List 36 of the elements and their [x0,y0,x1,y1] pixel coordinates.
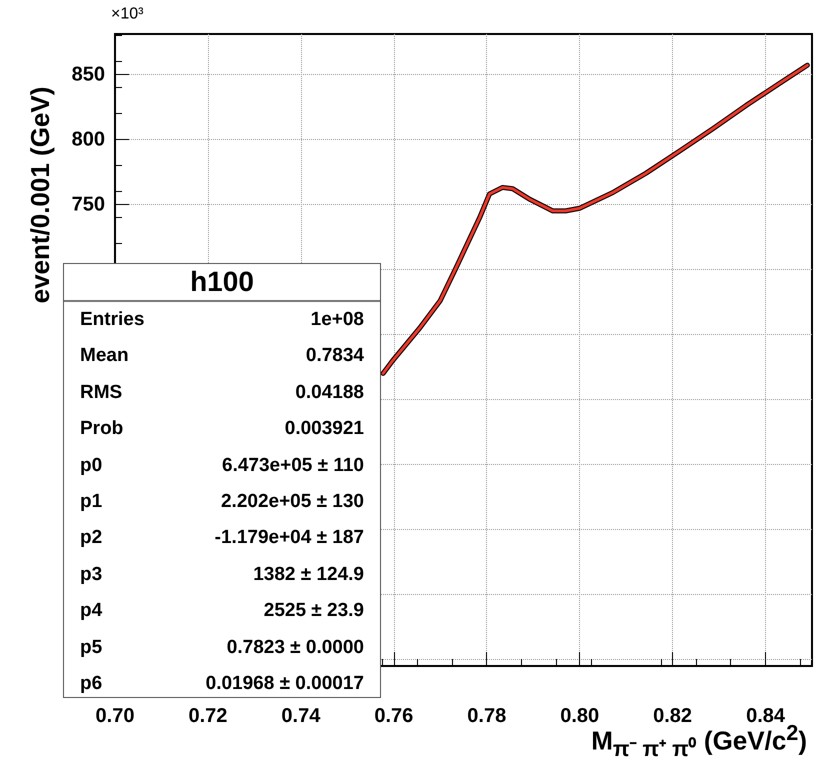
annotation: 6.473e+05 ± 110 [222,454,364,478]
y-tick-label: 800 [72,128,105,150]
annotation: Entries [80,308,144,332]
text: 0.01968 ± 0.00017 [206,672,364,696]
text: p6 [80,672,102,696]
y-tick-label: 750 [72,193,105,216]
text: p3 [80,562,102,587]
x-tick-label: 0.82 [653,705,692,727]
x-tick-label: 0.72 [188,705,228,727]
text: ×10³ [111,6,144,22]
annotation: 2.202e+05 ± 130 [220,490,364,514]
annotation: 0.7823 ± 0.0000 [226,636,364,660]
annotation: -1.179e+04 ± 187 [214,526,364,550]
annotation: Mean [80,344,129,368]
text: p2 [80,526,102,550]
annotation: 1e+08 [310,308,364,332]
x-tick-label: 0.78 [467,705,506,727]
y-axis-title: event/0.001 (GeV) [25,86,55,304]
annotation: 2525 ± 23.9 [264,599,364,624]
annotation: 0.7834 [306,344,364,368]
annotation: 1382 ± 124.9 [253,562,364,587]
annotation: 0.003921 [284,417,364,442]
annotation: h100 [64,264,380,302]
x-tick-label: 0.76 [374,705,414,727]
x-tick-label: 0.80 [560,705,600,727]
y-tick-label: 850 [72,63,105,86]
x-tick-label: 0.70 [96,705,134,727]
text: p5 [80,636,102,660]
annotation: 0.04188 [295,380,364,405]
annotation: Prob [80,417,124,442]
annotation: RMS [80,380,122,405]
text: p0 [80,454,102,478]
x-tick-label: 0.74 [281,705,322,727]
text: p4 [80,599,102,624]
text: p1 [80,490,102,514]
x-tick-label: 0.84 [746,705,786,727]
